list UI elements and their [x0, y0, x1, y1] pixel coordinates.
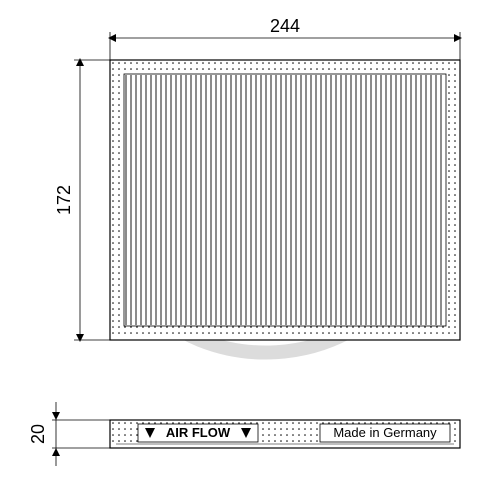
dimension-height-label: 172	[54, 185, 74, 215]
dimension-thickness-label: 20	[28, 424, 48, 444]
origin-label: Made in Germany	[333, 425, 437, 440]
filter-inner-area	[124, 74, 446, 326]
airflow-label: AIR FLOW	[166, 425, 231, 440]
dimension-width-label: 244	[270, 16, 300, 36]
